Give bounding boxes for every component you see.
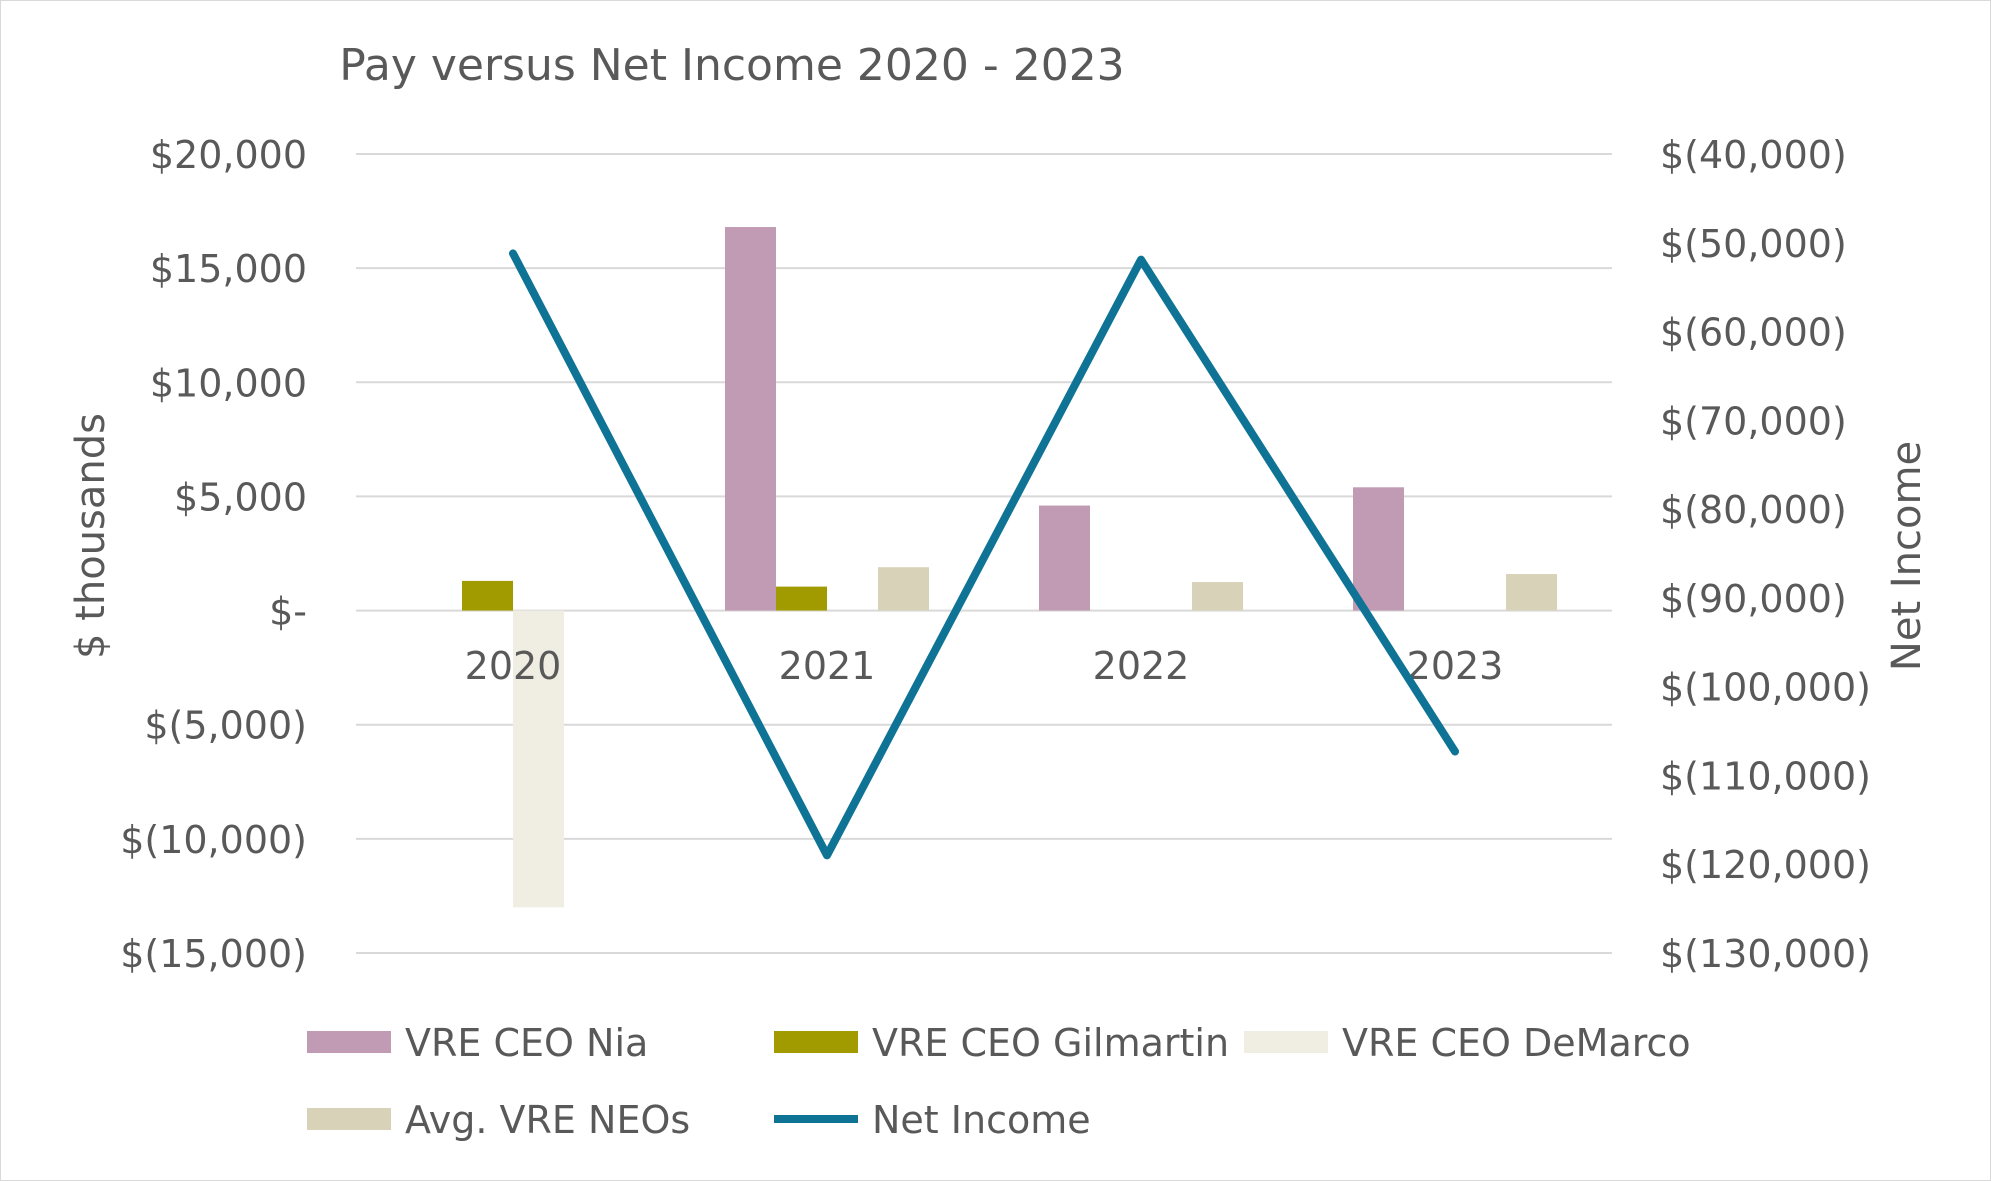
legend-label-net-income: Net Income <box>872 1098 1091 1142</box>
y-axis-ticks: $20,000 $15,000 $10,000 $5,000 $- $(5,000) $(1… <box>120 133 307 976</box>
legend-label-vre-ceo-demarco: VRE CEO DeMarco <box>1342 1021 1691 1065</box>
bar-vre-ceo-nia-2022 <box>1039 505 1090 611</box>
bar-avg-vre-neos-2023 <box>1506 574 1557 611</box>
bar-vre-ceo-gilmartin-2021 <box>776 586 827 611</box>
legend-label-avg-vre-neos: Avg. VRE NEOs <box>405 1098 690 1142</box>
y2-tick-label: $(130,000) <box>1660 932 1871 976</box>
bar-vre-ceo-gilmartin-2020 <box>462 580 513 611</box>
bar-avg-vre-neos-2021 <box>878 567 929 611</box>
y2-tick-label: $(50,000) <box>1660 222 1847 266</box>
net-income-line-layer <box>509 249 1459 860</box>
x-tick-label: 2020 <box>465 644 562 688</box>
bar-vre-ceo-demarco-2020 <box>513 610 564 908</box>
y2-axis-ticks: $(40,000) $(50,000) $(60,000) $(70,000) $(80… <box>1660 133 1871 976</box>
y2-tick-label: $(60,000) <box>1660 311 1847 355</box>
y-tick-label: $(5,000) <box>144 704 307 748</box>
bar-avg-vre-neos-2022 <box>1192 582 1243 611</box>
legend-swatch-vre-ceo-gilmartin <box>774 1031 858 1053</box>
net-income-line <box>509 249 1459 860</box>
legend-swatch-avg-vre-neos <box>307 1108 391 1130</box>
x-tick-label: 2022 <box>1093 644 1190 688</box>
legend-label-vre-ceo-nia: VRE CEO Nia <box>405 1021 648 1065</box>
bars <box>462 227 1557 908</box>
x-tick-label: 2021 <box>779 644 876 688</box>
y2-tick-label: $(70,000) <box>1660 399 1847 443</box>
bar-vre-ceo-nia-2021 <box>725 227 776 611</box>
y-tick-label: $20,000 <box>150 133 307 177</box>
y-axis-label: $ thousands <box>68 413 114 659</box>
x-tick-label: 2023 <box>1407 644 1504 688</box>
legend-swatch-vre-ceo-demarco <box>1244 1031 1328 1053</box>
y-tick-label: $10,000 <box>150 361 307 405</box>
y-tick-label: $(15,000) <box>120 932 307 976</box>
y-tick-label: $5,000 <box>174 475 307 519</box>
gridlines <box>356 153 1612 954</box>
y2-axis-label: Net Income <box>1884 441 1930 671</box>
y2-tick-label: $(90,000) <box>1660 577 1847 621</box>
y2-tick-label: $(80,000) <box>1660 488 1847 532</box>
chart-title: Pay versus Net Income 2020 - 2023 <box>339 40 1124 91</box>
y2-tick-label: $(110,000) <box>1660 754 1871 798</box>
y2-tick-label: $(120,000) <box>1660 843 1871 887</box>
legend-label-vre-ceo-gilmartin: VRE CEO Gilmartin <box>872 1021 1229 1065</box>
y-tick-label: $(10,000) <box>120 818 307 862</box>
legend-swatch-vre-ceo-nia <box>307 1031 391 1053</box>
y2-tick-label: $(40,000) <box>1660 133 1847 177</box>
y-tick-label: $15,000 <box>150 247 307 291</box>
x-axis-ticks: 2020 2021 2022 2023 <box>465 644 1504 688</box>
bar-vre-ceo-nia-2023 <box>1353 487 1404 611</box>
y-tick-label: $- <box>269 590 307 634</box>
y2-tick-label: $(100,000) <box>1660 666 1871 710</box>
legend: VRE CEO Nia VRE CEO Gilmartin VRE CEO DeMa… <box>307 1021 1691 1142</box>
